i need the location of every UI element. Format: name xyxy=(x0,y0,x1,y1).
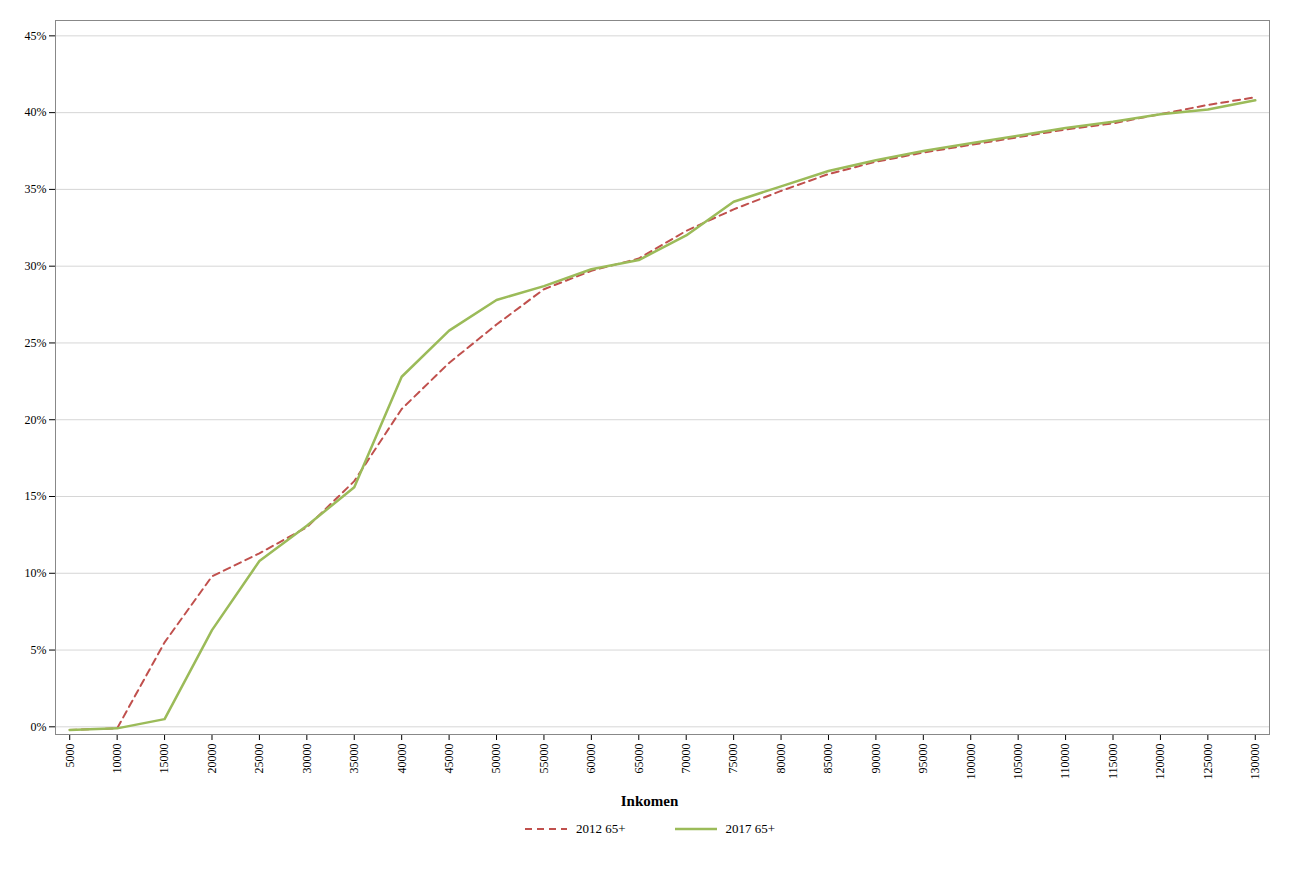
svg-text:115000: 115000 xyxy=(1106,744,1120,780)
svg-text:60000: 60000 xyxy=(584,744,598,774)
svg-text:20000: 20000 xyxy=(205,744,219,774)
svg-text:90000: 90000 xyxy=(869,744,883,774)
svg-text:105000: 105000 xyxy=(1011,744,1025,780)
svg-text:35000: 35000 xyxy=(347,744,361,774)
html-text:2012 65+: 2012 65+ xyxy=(575,821,626,836)
svg-text:35%: 35% xyxy=(25,182,47,196)
svg-text:10000: 10000 xyxy=(110,744,124,774)
svg-text:15000: 15000 xyxy=(157,744,171,774)
svg-text:25000: 25000 xyxy=(252,744,266,774)
html-text:2017 65+: 2017 65+ xyxy=(725,821,776,836)
svg-text:65000: 65000 xyxy=(632,744,646,774)
svg-text:55000: 55000 xyxy=(537,744,551,774)
svg-text:80000: 80000 xyxy=(774,744,788,774)
svg-text:15%: 15% xyxy=(25,489,47,503)
svg-text:120000: 120000 xyxy=(1153,744,1167,780)
svg-text:75000: 75000 xyxy=(726,744,740,774)
svg-text:95000: 95000 xyxy=(916,744,930,774)
svg-text:45%: 45% xyxy=(25,29,47,43)
svg-text:40000: 40000 xyxy=(395,744,409,774)
svg-text:110000: 110000 xyxy=(1058,744,1072,780)
svg-text:85000: 85000 xyxy=(821,744,835,774)
svg-text:100000: 100000 xyxy=(964,744,978,780)
svg-text:50000: 50000 xyxy=(489,744,503,774)
svg-text:130000: 130000 xyxy=(1248,744,1262,780)
svg-text:5%: 5% xyxy=(31,643,47,657)
svg-text:40%: 40% xyxy=(25,105,47,119)
svg-text:5000: 5000 xyxy=(63,744,77,768)
svg-text:70000: 70000 xyxy=(679,744,693,774)
svg-text:30%: 30% xyxy=(25,259,47,273)
svg-text:45000: 45000 xyxy=(442,744,456,774)
svg-text:10%: 10% xyxy=(25,566,47,580)
svg-text:125000: 125000 xyxy=(1201,744,1215,780)
svg-text:0%: 0% xyxy=(31,720,47,734)
svg-text:25%: 25% xyxy=(25,336,47,350)
svg-text:20%: 20% xyxy=(25,413,47,427)
svg-text:30000: 30000 xyxy=(300,744,314,774)
html-text:Inkomen: Inkomen xyxy=(620,793,679,809)
